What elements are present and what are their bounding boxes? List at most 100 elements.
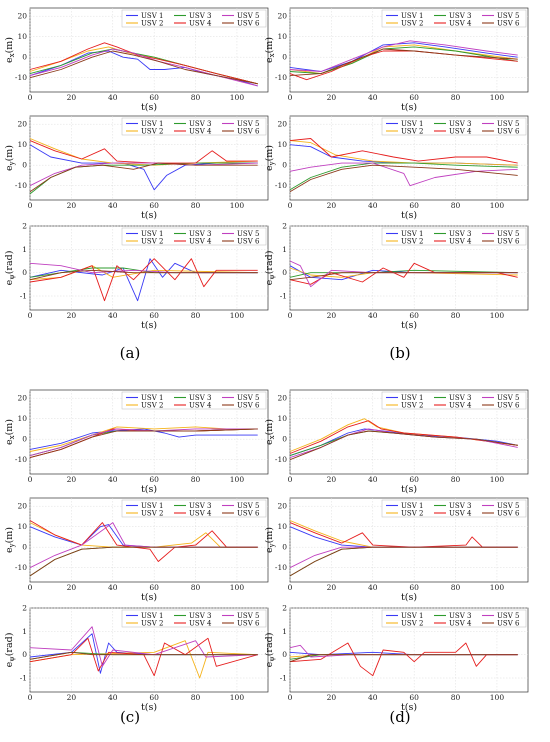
x-tick-label: 40 bbox=[108, 201, 118, 210]
y-tick-label: 20 bbox=[17, 502, 27, 511]
series-line-usv-4 bbox=[29, 520, 258, 562]
x-tick-label: 60 bbox=[409, 311, 419, 320]
legend-entry: USV 3 bbox=[449, 612, 471, 620]
x-tick-label: 80 bbox=[191, 93, 201, 102]
y-tick-label: 10 bbox=[277, 522, 287, 531]
legend-entry: USV 6 bbox=[237, 509, 260, 517]
legend-entry: USV 5 bbox=[237, 502, 259, 510]
legend-entry: USV 4 bbox=[189, 19, 212, 27]
series-line-usv-6 bbox=[29, 428, 258, 459]
x-tick-label: 20 bbox=[67, 311, 77, 320]
legend-entry: USV 2 bbox=[401, 509, 423, 517]
y-tick-label: 10 bbox=[17, 32, 27, 41]
legend-entry: USV 3 bbox=[449, 230, 471, 238]
y-tick-label: 10 bbox=[277, 140, 287, 149]
x-tick-label: 20 bbox=[327, 311, 337, 320]
x-tick-label: 0 bbox=[28, 93, 33, 102]
x-tick-label: 0 bbox=[28, 583, 33, 592]
y-tick-label: 10 bbox=[277, 32, 287, 41]
legend-entry: USV 3 bbox=[449, 502, 471, 510]
y-tick-label: 0 bbox=[22, 53, 27, 62]
x-tick-label: 100 bbox=[230, 693, 245, 702]
y-axis-label: ey(m) bbox=[4, 145, 16, 171]
series-line-usv-6 bbox=[289, 654, 518, 663]
x-tick-label: 100 bbox=[490, 583, 505, 592]
series-line-usv-6 bbox=[289, 546, 518, 577]
x-tick-label: 20 bbox=[327, 201, 337, 210]
y-tick-label: -10 bbox=[15, 563, 27, 572]
y-tick-label: 10 bbox=[17, 140, 27, 149]
y-tick-label: 0 bbox=[22, 650, 27, 659]
y-tick-label: -1 bbox=[280, 292, 287, 301]
y-tick-label: -10 bbox=[275, 73, 287, 82]
legend-entry: USV 2 bbox=[141, 401, 163, 409]
x-axis-label: t(s) bbox=[401, 484, 417, 495]
x-axis-label: t(s) bbox=[141, 702, 157, 713]
legend-entry: USV 2 bbox=[401, 19, 423, 27]
legend-entry: USV 6 bbox=[497, 509, 520, 517]
legend-entry: USV 4 bbox=[449, 619, 472, 627]
legend-entry: USV 5 bbox=[237, 612, 259, 620]
x-tick-label: 0 bbox=[288, 311, 293, 320]
legend-entry: USV 6 bbox=[237, 401, 260, 409]
y-axis-label: ey(m) bbox=[264, 145, 276, 171]
legend-entry: USV 4 bbox=[449, 237, 472, 245]
x-tick-label: 100 bbox=[490, 311, 505, 320]
y-tick-label: 0 bbox=[22, 543, 27, 552]
series-line-usv-6 bbox=[289, 48, 518, 77]
legend-entry: USV 3 bbox=[449, 12, 471, 20]
x-tick-label: 40 bbox=[108, 93, 118, 102]
x-tick-label: 0 bbox=[28, 693, 33, 702]
x-axis-label: t(s) bbox=[401, 102, 417, 113]
x-tick-label: 80 bbox=[451, 311, 461, 320]
series-line-usv-6 bbox=[29, 651, 258, 660]
x-tick-label: 60 bbox=[149, 583, 159, 592]
legend-entry: USV 2 bbox=[141, 19, 163, 27]
legend-entry: USV 3 bbox=[189, 612, 211, 620]
series-line-usv-6 bbox=[289, 164, 518, 193]
y-tick-label: 10 bbox=[17, 522, 27, 531]
series-line-usv-4 bbox=[29, 258, 258, 302]
x-tick-label: 0 bbox=[288, 201, 293, 210]
x-tick-label: 40 bbox=[368, 693, 378, 702]
legend-entry: USV 4 bbox=[189, 619, 212, 627]
x-tick-label: 0 bbox=[288, 475, 293, 484]
legend-entry: USV 6 bbox=[237, 19, 260, 27]
series-line-usv-5 bbox=[289, 40, 518, 72]
x-axis-label: t(s) bbox=[401, 592, 417, 603]
x-tick-label: 40 bbox=[108, 693, 118, 702]
x-tick-label: 20 bbox=[67, 93, 77, 102]
panel-caption: (c) bbox=[120, 708, 140, 726]
legend-entry: USV 1 bbox=[141, 612, 163, 620]
x-tick-label: 80 bbox=[451, 201, 461, 210]
x-tick-label: 40 bbox=[108, 475, 118, 484]
x-tick-label: 80 bbox=[191, 311, 201, 320]
series-line-usv-4 bbox=[29, 140, 258, 164]
legend-entry: USV 5 bbox=[497, 394, 519, 402]
y-tick-label: 10 bbox=[277, 414, 287, 423]
x-tick-label: 60 bbox=[409, 93, 419, 102]
legend-entry: USV 4 bbox=[189, 401, 212, 409]
legend-entry: USV 5 bbox=[237, 394, 259, 402]
x-tick-label: 100 bbox=[490, 93, 505, 102]
legend-entry: USV 5 bbox=[497, 230, 519, 238]
legend-entry: USV 1 bbox=[141, 230, 163, 238]
legend-entry: USV 4 bbox=[189, 509, 212, 517]
legend-entry: USV 5 bbox=[237, 230, 259, 238]
x-tick-label: 20 bbox=[67, 201, 77, 210]
legend-entry: USV 2 bbox=[401, 237, 423, 245]
y-tick-label: 10 bbox=[17, 414, 27, 423]
x-tick-label: 60 bbox=[409, 201, 419, 210]
x-tick-label: 20 bbox=[67, 583, 77, 592]
y-tick-label: 2 bbox=[282, 604, 287, 613]
legend-entry: USV 6 bbox=[497, 127, 520, 135]
legend-entry: USV 1 bbox=[141, 502, 163, 510]
y-tick-label: 0 bbox=[22, 161, 27, 170]
legend-entry: USV 3 bbox=[189, 230, 211, 238]
x-tick-label: 100 bbox=[230, 583, 245, 592]
y-tick-label: 0 bbox=[282, 161, 287, 170]
y-tick-label: 20 bbox=[277, 120, 287, 129]
x-tick-label: 80 bbox=[191, 201, 201, 210]
